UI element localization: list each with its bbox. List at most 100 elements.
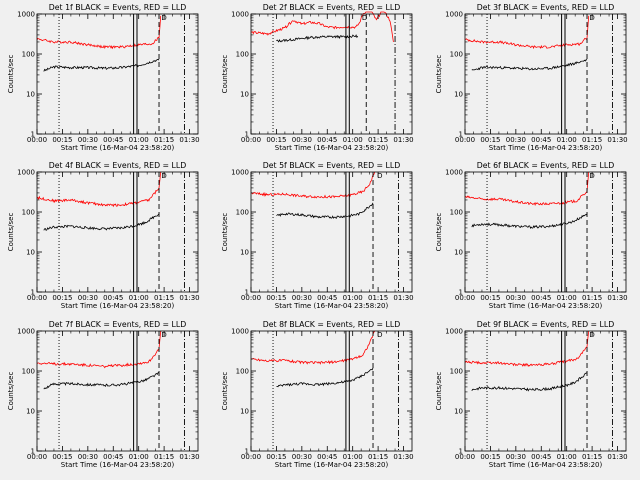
y-axis-label: Counts/sec <box>7 55 15 94</box>
x-tick-label: 01:00 <box>557 453 577 461</box>
series-events-line <box>276 34 359 43</box>
panel-title: Det 2f BLACK = Events, RED = LLD <box>263 3 401 12</box>
x-tick-label: 00:00 <box>241 136 261 144</box>
x-tick-label: 00:30 <box>292 294 312 302</box>
y-tick-label: 10 <box>240 91 249 99</box>
x-tick-label: 01:30 <box>179 294 199 302</box>
plot-frame <box>36 171 199 293</box>
series-lld-line <box>465 15 590 50</box>
panel-det-6: Det 6f BLACK = Events, RED = LLDD1101001… <box>435 161 628 310</box>
x-tick-label: 01:00 <box>343 453 363 461</box>
plot-frame <box>250 13 413 135</box>
x-tick-label: 01:15 <box>368 453 388 461</box>
series-events-line <box>471 213 588 229</box>
panel-det-8: Det 8f BLACK = Events, RED = LLD D 1 10 100 1… <box>221 320 414 469</box>
x-tick-label: 00:15 <box>266 294 286 302</box>
panel-title: Det 8f BLACK = Events, RED = LLD <box>263 320 401 329</box>
y-tick-label: 1000 <box>231 328 249 336</box>
series-lld-line <box>251 171 376 199</box>
x-tick-label: 00:15 <box>52 294 72 302</box>
panel-det-2: Det 2f BLACK = Events, RED = LLD D 1 10 100 1… <box>221 3 414 152</box>
y-axis-label: Counts/sec <box>221 55 229 94</box>
plot-area <box>251 171 376 219</box>
panel-title: Det 5f BLACK = Events, RED = LLD <box>263 161 401 170</box>
x-tick-label: 00:15 <box>52 453 72 461</box>
y-tick-label: 1 <box>245 289 249 297</box>
y-tick-label: 1 <box>31 448 35 456</box>
x-tick-label: 00:30 <box>292 136 312 144</box>
y-tick-label: 1 <box>245 131 249 139</box>
x-tick-label: 00:00 <box>27 294 47 302</box>
panel-det-1: Det 1f BLACK = Events, RED = LLDD1101001… <box>7 3 200 152</box>
x-tick-label: 01:00 <box>343 294 363 302</box>
panel-title: Det 3f BLACK = Events, RED = LLD <box>477 3 615 12</box>
x-axis-label: Start Time (16-Mar-04 23:58:20) <box>61 144 175 152</box>
y-tick-label: 100 <box>450 368 463 376</box>
series-events-line <box>43 58 160 72</box>
marker-label: D <box>377 331 382 339</box>
y-axis-label: Counts/sec <box>7 372 15 411</box>
x-tick-label: 00:30 <box>78 453 98 461</box>
x-tick-label: 00:00 <box>27 453 47 461</box>
x-axis-label: Start Time (16-Mar-04 23:58:20) <box>275 461 389 469</box>
x-tick-label: 00:45 <box>317 136 337 144</box>
y-tick-label: 100 <box>450 209 463 217</box>
plot-area <box>465 171 590 229</box>
x-tick-label: 00:00 <box>241 453 261 461</box>
y-tick-label: 10 <box>454 408 463 416</box>
x-tick-label: 00:15 <box>480 453 500 461</box>
x-tick-label: 00:30 <box>78 294 98 302</box>
series-lld-line <box>37 171 162 208</box>
plot-area <box>251 11 394 43</box>
plot-area <box>251 330 376 388</box>
y-tick-label: 1000 <box>17 328 35 336</box>
panel-det-5: Det 5f BLACK = Events, RED = LLD D 1 10 100 1… <box>221 161 414 310</box>
plot-frame <box>464 13 627 135</box>
x-tick-label: 01:30 <box>607 453 627 461</box>
y-tick-label: 1000 <box>445 11 463 19</box>
x-tick-label: 00:45 <box>103 294 123 302</box>
y-tick-label: 10 <box>240 249 249 257</box>
y-tick-label: 1000 <box>17 169 35 177</box>
x-axis-label: Start Time (16-Mar-04 23:58:20) <box>275 144 389 152</box>
panel-det-9: Det 9f BLACK = Events, RED = LLDD1101001… <box>435 320 628 469</box>
y-tick-label: 100 <box>22 368 35 376</box>
series-events-line <box>471 372 588 392</box>
x-tick-label: 01:30 <box>179 453 199 461</box>
x-tick-label: 01:15 <box>582 453 602 461</box>
series-lld-line <box>465 171 590 206</box>
y-axis-label: Counts/sec <box>435 213 443 252</box>
y-tick-label: 1000 <box>231 11 249 19</box>
y-tick-label: 100 <box>450 51 463 59</box>
x-tick-label: 00:45 <box>317 453 337 461</box>
series-events-line <box>471 58 588 71</box>
panel-title: Det 9f BLACK = Events, RED = LLD <box>477 320 615 329</box>
x-tick-label: 00:30 <box>506 136 526 144</box>
x-tick-label: 00:45 <box>531 294 551 302</box>
series-lld-line <box>37 15 162 50</box>
x-tick-label: 00:30 <box>292 453 312 461</box>
x-tick-label: 00:00 <box>27 136 47 144</box>
y-tick-label: 100 <box>236 51 249 59</box>
x-tick-label: 00:45 <box>103 136 123 144</box>
x-tick-label: 00:00 <box>241 294 261 302</box>
y-tick-label: 1 <box>459 448 463 456</box>
series-events-line <box>43 372 160 390</box>
series-lld-line <box>251 330 376 365</box>
x-axis-label: Start Time (16-Mar-04 23:58:20) <box>275 302 389 310</box>
x-tick-label: 01:30 <box>393 453 413 461</box>
x-tick-label: 01:00 <box>343 136 363 144</box>
panel-title: Det 6f BLACK = Events, RED = LLD <box>477 161 615 170</box>
y-tick-label: 1 <box>459 131 463 139</box>
x-tick-label: 00:30 <box>506 453 526 461</box>
y-tick-label: 1 <box>245 448 249 456</box>
x-tick-label: 01:15 <box>154 453 174 461</box>
plot-frame <box>464 171 627 293</box>
y-tick-label: 1000 <box>17 11 35 19</box>
x-axis-label: Start Time (16-Mar-04 23:58:20) <box>61 302 175 310</box>
panel-title: Det 7f BLACK = Events, RED = LLD <box>49 320 187 329</box>
y-tick-label: 1 <box>31 131 35 139</box>
x-tick-label: 00:15 <box>480 136 500 144</box>
series-lld-line <box>37 330 162 369</box>
